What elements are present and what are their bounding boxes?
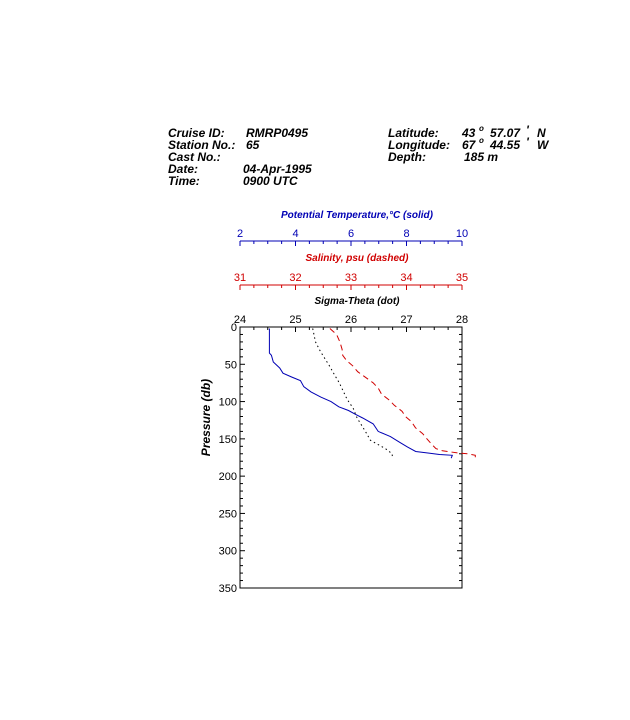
time-value: 0900 UTC [243,174,298,188]
latitude-degree-symbol: o [479,124,484,133]
depth-value: 185 m [464,150,499,164]
depth-label: Depth: [388,150,426,164]
temp-tick-label: 4 [292,228,298,240]
temp-tick-label: 2 [237,228,243,240]
sal-tick-label: 33 [345,272,357,284]
pressure-tick-label: 0 [231,322,237,334]
pressure-tick-label: 50 [225,359,237,371]
pressure-tick-label: 350 [219,583,237,595]
pressure-tick-label: 300 [219,546,237,558]
pressure-tick-label: 200 [219,471,237,483]
latitude-label: Latitude: [388,126,439,140]
latitude-minute-mark: ' [526,123,529,137]
latitude-minutes: 57.07 [490,126,521,140]
temp-tick-label: 10 [456,228,468,240]
sal-tick-label: 34 [400,272,412,284]
longitude-degrees: 67 [462,138,476,152]
sig-tick-label: 24 [234,314,246,326]
longitude-degree-symbol: o [479,136,484,145]
date-value: 04-Apr-1995 [243,162,312,176]
sig-tick-label: 28 [456,314,468,326]
sig-tick-label: 25 [289,314,301,326]
date-label: Date: [168,162,199,176]
longitude-minute-mark: ' [526,135,529,149]
temp-axis-title: Potential Temperature,°C (solid) [281,210,434,221]
pressure-tick-label: 150 [219,434,237,446]
sal-tick-label: 31 [234,272,246,284]
longitude-minutes: 44.55 [490,138,521,152]
latitude-degrees: 43 [462,126,476,140]
series-layer [268,328,476,460]
temp-profile-line [268,328,454,459]
longitude-hemisphere: W [537,138,549,152]
pressure-tick-label: 100 [219,397,237,409]
sig-profile-line [312,328,394,460]
sig-tick-label: 26 [345,314,357,326]
sig-axis-title: Sigma-Theta (dot) [315,296,401,307]
temp-tick-label: 8 [403,228,409,240]
pressure-tick-label: 250 [219,508,237,520]
station-no-label: Station No.: [168,138,236,152]
station-no-value: 65 [246,138,260,152]
latitude-hemisphere: N [537,126,546,140]
longitude-label: Longitude: [388,138,450,152]
pressure-axis-title: Pressure (db) [199,379,213,456]
cast-no-label: Cast No.: [168,150,221,164]
sig-tick-label: 27 [400,314,412,326]
sal-axis-title: Salinity, psu (dashed) [306,253,410,264]
sal-profile-line [329,328,476,458]
temp-tick-label: 6 [348,228,354,240]
cruise-id-value: RMRP0495 [246,126,309,140]
plot-frame [239,326,463,589]
sal-tick-label: 32 [289,272,301,284]
time-label: Time: [168,174,200,188]
cruise-id-label: Cruise ID: [168,126,225,140]
sal-tick-label: 35 [456,272,468,284]
